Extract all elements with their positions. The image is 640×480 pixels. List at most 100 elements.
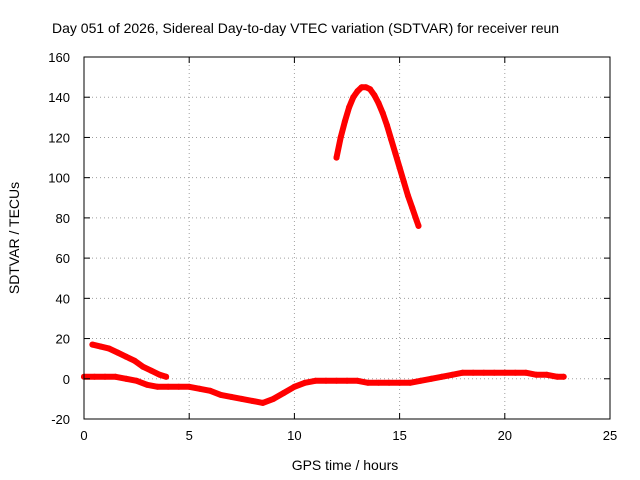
series-early-decay-point <box>148 367 155 374</box>
series-baseline-point <box>165 383 172 390</box>
series-baseline-point <box>396 379 403 386</box>
x-tick-label: 25 <box>603 428 617 443</box>
series-baseline-point <box>480 369 487 376</box>
series-baseline-point <box>512 369 519 376</box>
series-baseline-point <box>133 377 140 384</box>
series-baseline-point <box>407 379 414 386</box>
series-early-decay-point <box>123 353 130 360</box>
series-early-decay-line <box>89 341 170 380</box>
series-baseline-point <box>312 377 319 384</box>
series-baseline-point <box>354 377 361 384</box>
series-baseline-point <box>543 371 550 378</box>
series-baseline-point <box>365 379 371 386</box>
series-peak-point <box>415 222 422 229</box>
series-baseline-point <box>249 397 256 404</box>
series-peak-point <box>400 178 407 185</box>
y-tick-label: 140 <box>48 90 70 105</box>
series-baseline-point <box>323 377 329 384</box>
series-peak-point <box>354 88 361 95</box>
x-tick-label: 15 <box>392 428 406 443</box>
series-peak-point <box>341 118 348 125</box>
series-peak-point <box>413 216 420 223</box>
series-baseline-point <box>186 383 193 390</box>
series-peak-point <box>388 136 395 143</box>
y-tick-label: 0 <box>63 372 70 387</box>
series-baseline-point <box>238 395 245 402</box>
series-baseline-point <box>386 379 393 386</box>
series-peak-point <box>409 204 416 211</box>
x-tick-label: 5 <box>186 428 193 443</box>
y-axis-title: SDTVAR / TECUs <box>6 182 22 294</box>
y-tick-label: 120 <box>48 130 70 145</box>
series-baseline-point <box>102 373 108 380</box>
series-early-decay-point <box>163 373 170 380</box>
series-peak-point <box>333 154 340 161</box>
series-baseline-point <box>154 383 161 390</box>
series-baseline-point <box>375 379 382 386</box>
plot-frame <box>83 56 611 420</box>
series-baseline-point <box>175 383 182 390</box>
series-baseline-point <box>259 399 266 406</box>
series-baseline-point <box>344 377 350 384</box>
series-baseline-point <box>123 375 130 382</box>
series-baseline-point <box>449 371 456 378</box>
series-early-decay-point <box>106 345 113 352</box>
series-peak-point <box>358 84 365 91</box>
x-axis-title: GPS time / hours <box>292 457 399 473</box>
chart-title: Day 051 of 2026, Sidereal Day-to-day VTE… <box>52 20 559 36</box>
series-baseline-point <box>470 369 477 376</box>
grid <box>84 57 610 419</box>
series-baseline-point <box>270 395 277 402</box>
series-baseline-point <box>417 377 424 384</box>
series-baseline-point <box>428 375 435 382</box>
series-peak-point <box>375 100 382 107</box>
y-tick-label: 20 <box>56 332 70 347</box>
series-peak-point <box>337 134 344 141</box>
x-tick-label: 10 <box>287 428 301 443</box>
y-tick-label: 80 <box>56 211 70 226</box>
series-baseline-point <box>438 373 445 380</box>
series-baseline-point <box>207 387 214 394</box>
series-peak-point <box>392 150 399 157</box>
x-tick-label: 0 <box>80 428 87 443</box>
series-baseline-point <box>554 373 561 380</box>
series-baseline-point <box>501 369 508 376</box>
series-peak-point <box>350 94 357 101</box>
series-peak-point <box>384 122 390 129</box>
series-early-decay-point <box>131 357 138 364</box>
series-baseline-point <box>333 377 340 384</box>
series-early-decay-point <box>156 371 163 378</box>
series-peak-point <box>346 104 353 111</box>
series-baseline-point <box>560 373 567 380</box>
series-baseline-point <box>459 369 466 376</box>
series-baseline-point <box>280 389 287 396</box>
series-baseline-point <box>301 379 308 386</box>
series-layer <box>81 84 567 406</box>
series-baseline-point <box>491 369 498 376</box>
y-tick-label: -20 <box>51 412 70 427</box>
series-baseline-point <box>112 373 119 380</box>
series-peak-point <box>371 92 378 99</box>
series-early-decay-point <box>97 343 104 350</box>
series-peak-point <box>367 86 374 93</box>
x-tick-label: 20 <box>498 428 512 443</box>
y-tick-label: 160 <box>48 50 70 65</box>
axis-ticks: 0 5 10 15 20 25 -20 0 20 40 60 80 100 120 140 160 <box>48 50 617 443</box>
series-peak-point <box>405 192 411 199</box>
series-baseline-point <box>217 391 224 398</box>
series-baseline-point <box>291 383 298 390</box>
y-tick-label: 40 <box>56 291 70 306</box>
series-early-decay-point <box>114 349 121 356</box>
series-baseline-point <box>196 385 203 392</box>
series-early-decay-point <box>139 363 146 370</box>
y-tick-label: 100 <box>48 171 70 186</box>
series-baseline-point <box>522 369 529 376</box>
series-peak-point <box>396 164 403 171</box>
series-baseline-point <box>228 393 235 400</box>
series-peak-point <box>379 110 386 117</box>
series-baseline-point <box>144 381 151 388</box>
series-baseline-point <box>533 371 540 378</box>
series-baseline-point <box>91 373 98 380</box>
series-early-decay-point <box>89 341 96 348</box>
